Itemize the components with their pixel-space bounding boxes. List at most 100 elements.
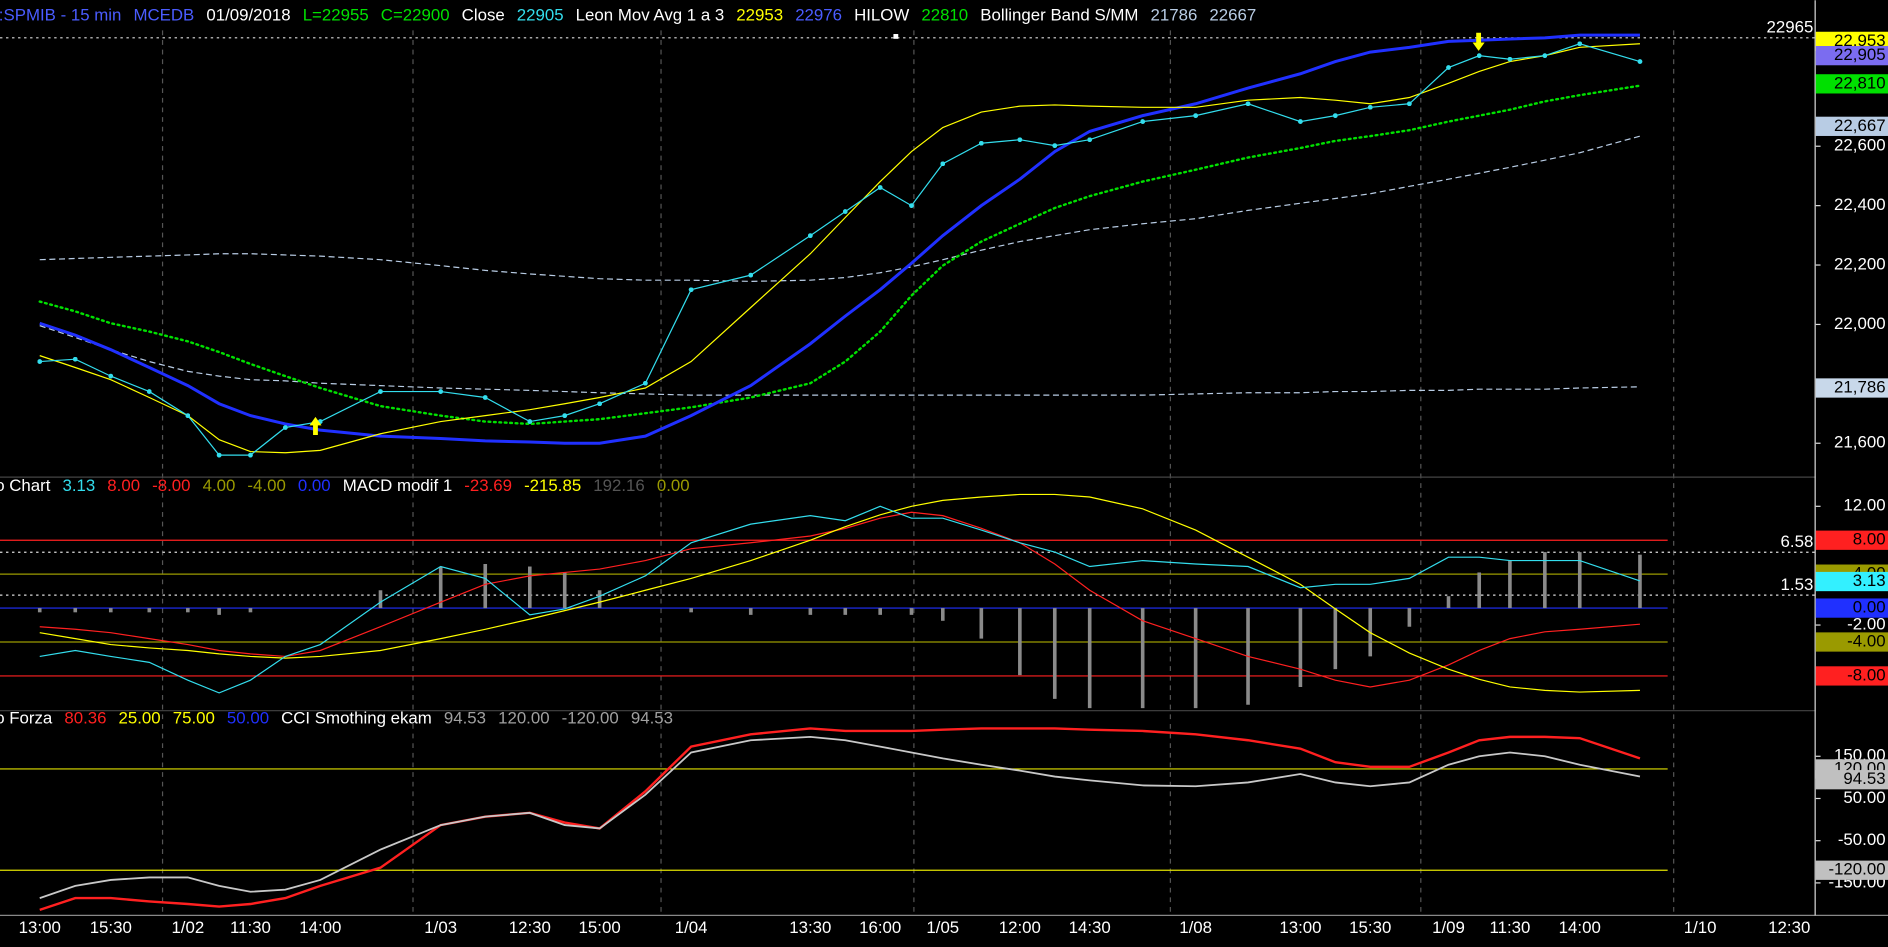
series-line bbox=[39, 505, 1641, 694]
x-tick-label: 14:30 bbox=[1069, 918, 1111, 937]
series-line bbox=[39, 33, 1640, 445]
legend-text: 80.36 bbox=[64, 709, 106, 728]
x-tick-label: 13:00 bbox=[19, 918, 61, 937]
legend-text: L=22955 bbox=[303, 5, 369, 24]
legend-text: 22667 bbox=[1209, 5, 1256, 24]
x-tick-label: 12:30 bbox=[509, 918, 551, 937]
legend-text: 94.53 bbox=[444, 709, 486, 728]
legend-text: Close bbox=[462, 5, 505, 24]
legend-text: -8.00 bbox=[152, 476, 190, 495]
series-line bbox=[39, 493, 1640, 693]
axis-box bbox=[1815, 770, 1888, 790]
legend-text: 120.00 bbox=[498, 709, 550, 728]
x-tick-label: 15:30 bbox=[1349, 918, 1391, 937]
axis-box bbox=[1815, 666, 1888, 686]
x-tick-label: 15:00 bbox=[579, 918, 621, 937]
axis-box-label: -8.00 bbox=[1847, 665, 1885, 684]
y-tick-label: 22,200 bbox=[1834, 254, 1886, 273]
axis-box-label: 22,667 bbox=[1834, 116, 1886, 135]
session-separators bbox=[161, 30, 1675, 916]
legend-text: 01/09/2018 bbox=[206, 5, 290, 24]
legend-text: 192.16 bbox=[593, 476, 645, 495]
y-tick-label: 22,000 bbox=[1834, 314, 1886, 333]
reference-label: 22965 bbox=[1767, 18, 1814, 37]
axis-box bbox=[1815, 860, 1888, 880]
legend-text: -215.85 bbox=[524, 476, 581, 495]
legend-text: 21786 bbox=[1150, 5, 1197, 24]
legend-text: 3.13 bbox=[62, 476, 95, 495]
x-tick-label: 1/04 bbox=[675, 918, 708, 937]
plot-area: 13:00 15:30 1/02 11:30 14:00 1/03 12:30 15:00 1/… bbox=[0, 5, 1888, 937]
axis-box-label: 8.00 bbox=[1853, 530, 1886, 549]
series-line bbox=[39, 735, 1641, 899]
y-tick-label: 21,600 bbox=[1834, 433, 1886, 452]
legend-text: CCI Smothing ekam bbox=[281, 709, 432, 728]
legend-text: Leon Mov Avg 1 a 3 bbox=[576, 5, 725, 24]
legend-text: o Chart bbox=[0, 476, 51, 495]
legend-text: C=22900 bbox=[381, 5, 450, 24]
axis-box-label: 22,810 bbox=[1834, 73, 1886, 92]
axis-box bbox=[1815, 530, 1888, 550]
x-tick-label: 12:00 bbox=[999, 918, 1041, 937]
y-tick-label: -50.00 bbox=[1838, 830, 1886, 849]
series-line bbox=[39, 511, 1641, 688]
axis-box-label: 0.00 bbox=[1853, 598, 1886, 617]
axis-box bbox=[1815, 74, 1888, 94]
legend-text: -120.00 bbox=[562, 709, 619, 728]
legend-text: 0.00 bbox=[298, 476, 331, 495]
axis-box bbox=[1815, 46, 1888, 66]
axis-box-label: 22,953 bbox=[1834, 31, 1886, 50]
x-tick-label: 13:00 bbox=[1279, 918, 1321, 937]
y-tick-label: 12.00 bbox=[1843, 496, 1885, 515]
x-tick-label: 11:30 bbox=[230, 918, 271, 937]
y-tick-label: -2.00 bbox=[1847, 614, 1885, 633]
x-tick-label: 1/05 bbox=[926, 918, 959, 937]
legend-text: MACD modif 1 bbox=[343, 476, 453, 495]
y-tick-label: 50.00 bbox=[1843, 788, 1885, 807]
x-tick-label: 12:30 bbox=[1768, 918, 1810, 937]
x-tick-label: 14:00 bbox=[1559, 918, 1601, 937]
legend-text: 8.00 bbox=[107, 476, 140, 495]
legend-text: 22976 bbox=[795, 5, 842, 24]
series-line bbox=[37, 41, 1643, 458]
sell-arrow bbox=[1472, 32, 1485, 51]
legend-text: 25.00 bbox=[119, 709, 161, 728]
axis-box-label: 21,786 bbox=[1834, 377, 1886, 396]
legend-text: 0.00 bbox=[657, 476, 690, 495]
x-tick-label: 13:30 bbox=[789, 918, 831, 937]
x-tick-label: 15:30 bbox=[90, 918, 132, 937]
axis-box-label: -120.00 bbox=[1828, 860, 1885, 879]
axis-box-label: 94.53 bbox=[1843, 769, 1885, 788]
axis-box bbox=[1815, 598, 1888, 618]
series-line bbox=[39, 135, 1641, 282]
axis-box bbox=[1815, 571, 1888, 592]
axis-box-label: 22,905 bbox=[1834, 45, 1886, 64]
legend-text: HILOW bbox=[854, 5, 909, 24]
legend-text: 94.53 bbox=[631, 709, 673, 728]
axis-box-label: 3.13 bbox=[1853, 571, 1886, 590]
axis-box bbox=[1815, 632, 1888, 652]
axis-box bbox=[1815, 116, 1888, 136]
reference-label: 6.58 bbox=[1781, 532, 1814, 551]
series-line bbox=[39, 727, 1641, 912]
reference-label: 1.53 bbox=[1781, 575, 1814, 594]
series-line bbox=[38, 84, 1642, 426]
y-tick-label: 22,400 bbox=[1834, 195, 1886, 214]
x-tick-label: 1/09 bbox=[1432, 918, 1465, 937]
legend-text: -23.69 bbox=[464, 476, 512, 495]
x-tick-label: 14:00 bbox=[299, 918, 341, 937]
legend-text: 4.00 bbox=[203, 476, 236, 495]
legend-text: o Forza bbox=[0, 709, 53, 728]
legend-text: 22953 bbox=[736, 5, 783, 24]
legend-text: 75.00 bbox=[173, 709, 215, 728]
legend-text: 22810 bbox=[921, 5, 968, 24]
buy-arrow bbox=[309, 416, 322, 435]
legend-text: :SPMIB - 15 min bbox=[0, 5, 121, 24]
series-line bbox=[39, 325, 1640, 396]
legend-text: MCEDB bbox=[133, 5, 194, 24]
marker-square bbox=[893, 34, 899, 39]
legend-text: 22905 bbox=[517, 5, 564, 24]
x-tick-label: 1/03 bbox=[424, 918, 457, 937]
